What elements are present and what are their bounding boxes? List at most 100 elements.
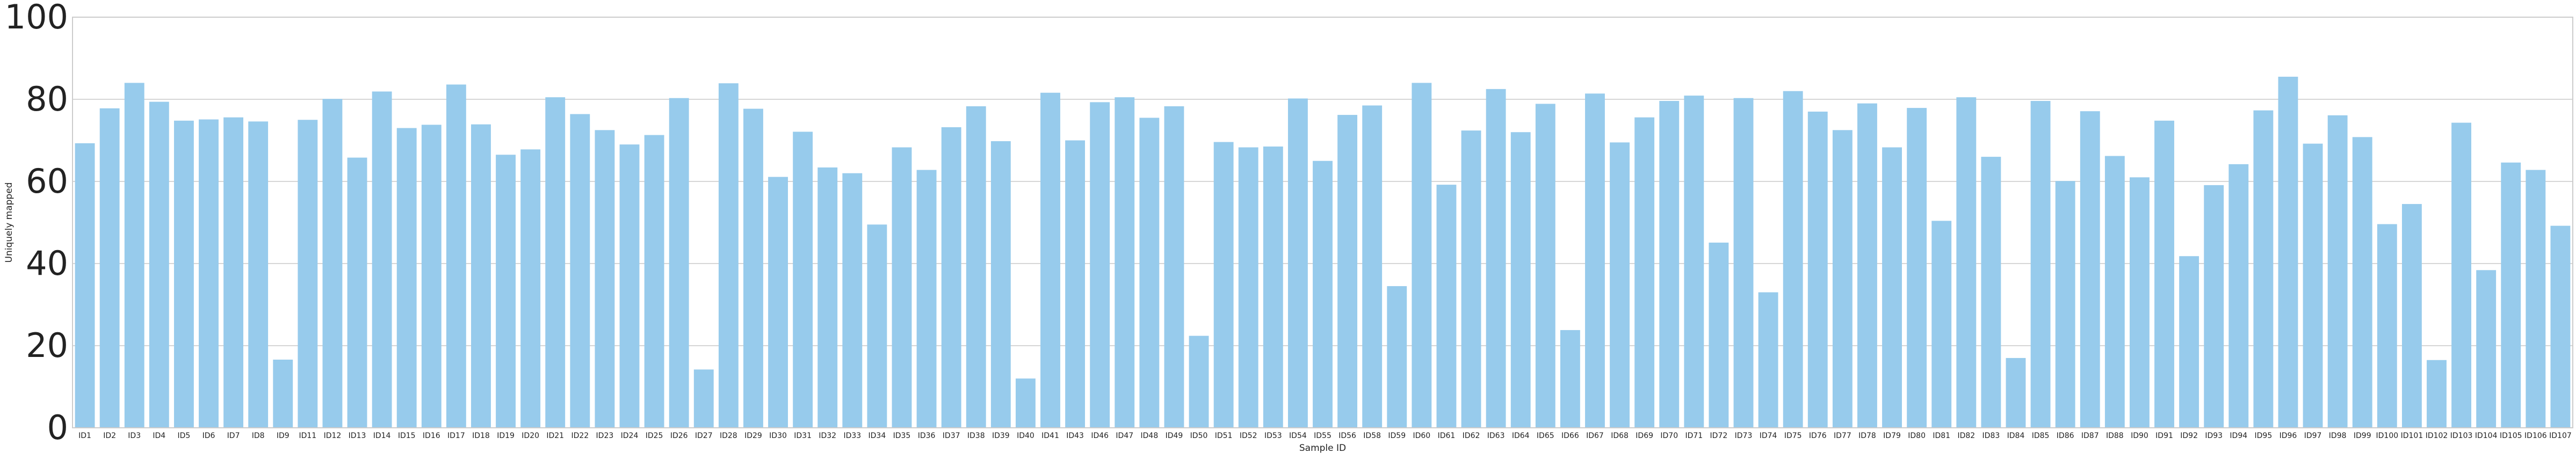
- bar-id76: [1807, 111, 1828, 428]
- bar-id101: [2401, 204, 2422, 428]
- x-tick-label: ID90: [2131, 432, 2148, 440]
- bar-id69: [1634, 117, 1655, 428]
- x-tick-label: ID78: [1858, 432, 1876, 440]
- x-tick-label: ID96: [2280, 432, 2297, 440]
- bar-id1: [75, 143, 95, 428]
- bar-id16: [421, 125, 442, 428]
- x-tick-label: ID94: [2230, 432, 2247, 440]
- x-tick-label: ID55: [1314, 432, 1332, 440]
- x-tick-label: ID14: [373, 432, 391, 440]
- x-tick-label: ID33: [843, 432, 861, 440]
- bar-id18: [471, 124, 491, 428]
- y-tick-label: 80: [26, 79, 68, 119]
- bar-id23: [595, 130, 615, 428]
- x-tick-label: ID56: [1338, 432, 1356, 440]
- bar-id83: [1981, 157, 2001, 428]
- x-tick-label: ID46: [1091, 432, 1109, 440]
- bar-id85: [2030, 101, 2051, 428]
- bar-id36: [916, 170, 937, 428]
- x-tick-label: ID48: [1141, 432, 1159, 440]
- bar-id6: [199, 119, 219, 428]
- x-tick-label: ID12: [324, 432, 342, 440]
- bar-id20: [520, 149, 541, 428]
- bar-id53: [1263, 146, 1283, 428]
- x-tick-label: ID41: [1041, 432, 1059, 440]
- bar-id105: [2501, 162, 2521, 428]
- bar-id38: [966, 106, 986, 428]
- bar-id75: [1783, 91, 1803, 428]
- bar-id32: [817, 167, 838, 428]
- bar-id72: [1709, 242, 1729, 428]
- bar-id39: [990, 141, 1011, 428]
- bar-id26: [669, 98, 689, 428]
- x-tick-label: ID18: [472, 432, 490, 440]
- bar-id56: [1337, 115, 1358, 428]
- bar-id41: [1040, 92, 1060, 428]
- x-tick-label: ID34: [869, 432, 886, 440]
- bar-id43: [1065, 140, 1086, 428]
- x-tick-label: ID1: [78, 432, 91, 440]
- x-tick-label: ID66: [1561, 432, 1579, 440]
- bar-id65: [1535, 104, 1555, 428]
- bar-id17: [446, 84, 466, 428]
- x-tick-label: ID71: [1685, 432, 1703, 440]
- bar-id84: [2006, 357, 2026, 428]
- x-axis-label: Sample ID: [1299, 443, 1346, 454]
- bar-id80: [1907, 108, 1927, 428]
- bar-id74: [1758, 292, 1778, 428]
- bar-id50: [1189, 335, 1209, 428]
- bar-id81: [1931, 221, 1952, 428]
- y-tick-label: 40: [26, 244, 68, 283]
- x-tick-label: ID51: [1215, 432, 1233, 440]
- x-tick-label: ID67: [1586, 432, 1604, 440]
- bar-id33: [842, 173, 863, 428]
- x-tick-label: ID106: [2524, 432, 2547, 440]
- x-tick-label: ID97: [2304, 432, 2322, 440]
- x-tick-label: ID76: [1809, 432, 1827, 440]
- x-tick-label: ID13: [349, 432, 366, 440]
- x-tick-label: ID29: [744, 432, 762, 440]
- bar-id3: [124, 83, 144, 428]
- bar-id77: [1832, 130, 1853, 428]
- bar-id8: [248, 121, 269, 428]
- bar-id7: [223, 117, 244, 428]
- bar-id100: [2377, 224, 2397, 428]
- bar-id54: [1287, 98, 1308, 428]
- bar-id49: [1164, 106, 1184, 428]
- x-tick-label: ID47: [1116, 432, 1133, 440]
- bar-id14: [372, 91, 392, 428]
- bar-id104: [2476, 270, 2497, 428]
- bar-id66: [1560, 330, 1580, 428]
- x-tick-label: ID62: [1463, 432, 1480, 440]
- bar-id12: [322, 99, 343, 428]
- bar-id47: [1115, 97, 1135, 428]
- x-tick-label: ID80: [1908, 432, 1926, 440]
- x-tick-label: ID105: [2500, 432, 2522, 440]
- x-tick-label: ID75: [1784, 432, 1802, 440]
- x-tick-label: ID36: [918, 432, 936, 440]
- x-tick-label: ID93: [2205, 432, 2223, 440]
- x-tick-label: ID23: [596, 432, 614, 440]
- x-tick-label: ID69: [1636, 432, 1653, 440]
- bar-id107: [2550, 225, 2571, 428]
- bar-id73: [1733, 98, 1754, 428]
- x-tick-label: ID54: [1289, 432, 1307, 440]
- bar-id4: [149, 101, 169, 428]
- bar-id22: [570, 114, 590, 428]
- x-tick-label: ID65: [1537, 432, 1554, 440]
- x-tick-label: ID60: [1413, 432, 1430, 440]
- x-tick-label: ID16: [423, 432, 440, 440]
- x-tick-label: ID85: [2032, 432, 2050, 440]
- x-tick-label: ID82: [1957, 432, 1975, 440]
- bar-id93: [2204, 185, 2224, 428]
- x-tick-label: ID86: [2057, 432, 2074, 440]
- x-tick-label: ID32: [819, 432, 836, 440]
- x-tick-label: ID40: [1017, 432, 1034, 440]
- x-tick-label: ID83: [1982, 432, 2000, 440]
- x-tick-label: ID11: [299, 432, 316, 440]
- x-tick-label: ID37: [943, 432, 960, 440]
- x-tick-label: ID43: [1066, 432, 1084, 440]
- bar-id28: [718, 83, 739, 428]
- x-tick-label: ID73: [1735, 432, 1753, 440]
- x-tick-label: ID39: [992, 432, 1010, 440]
